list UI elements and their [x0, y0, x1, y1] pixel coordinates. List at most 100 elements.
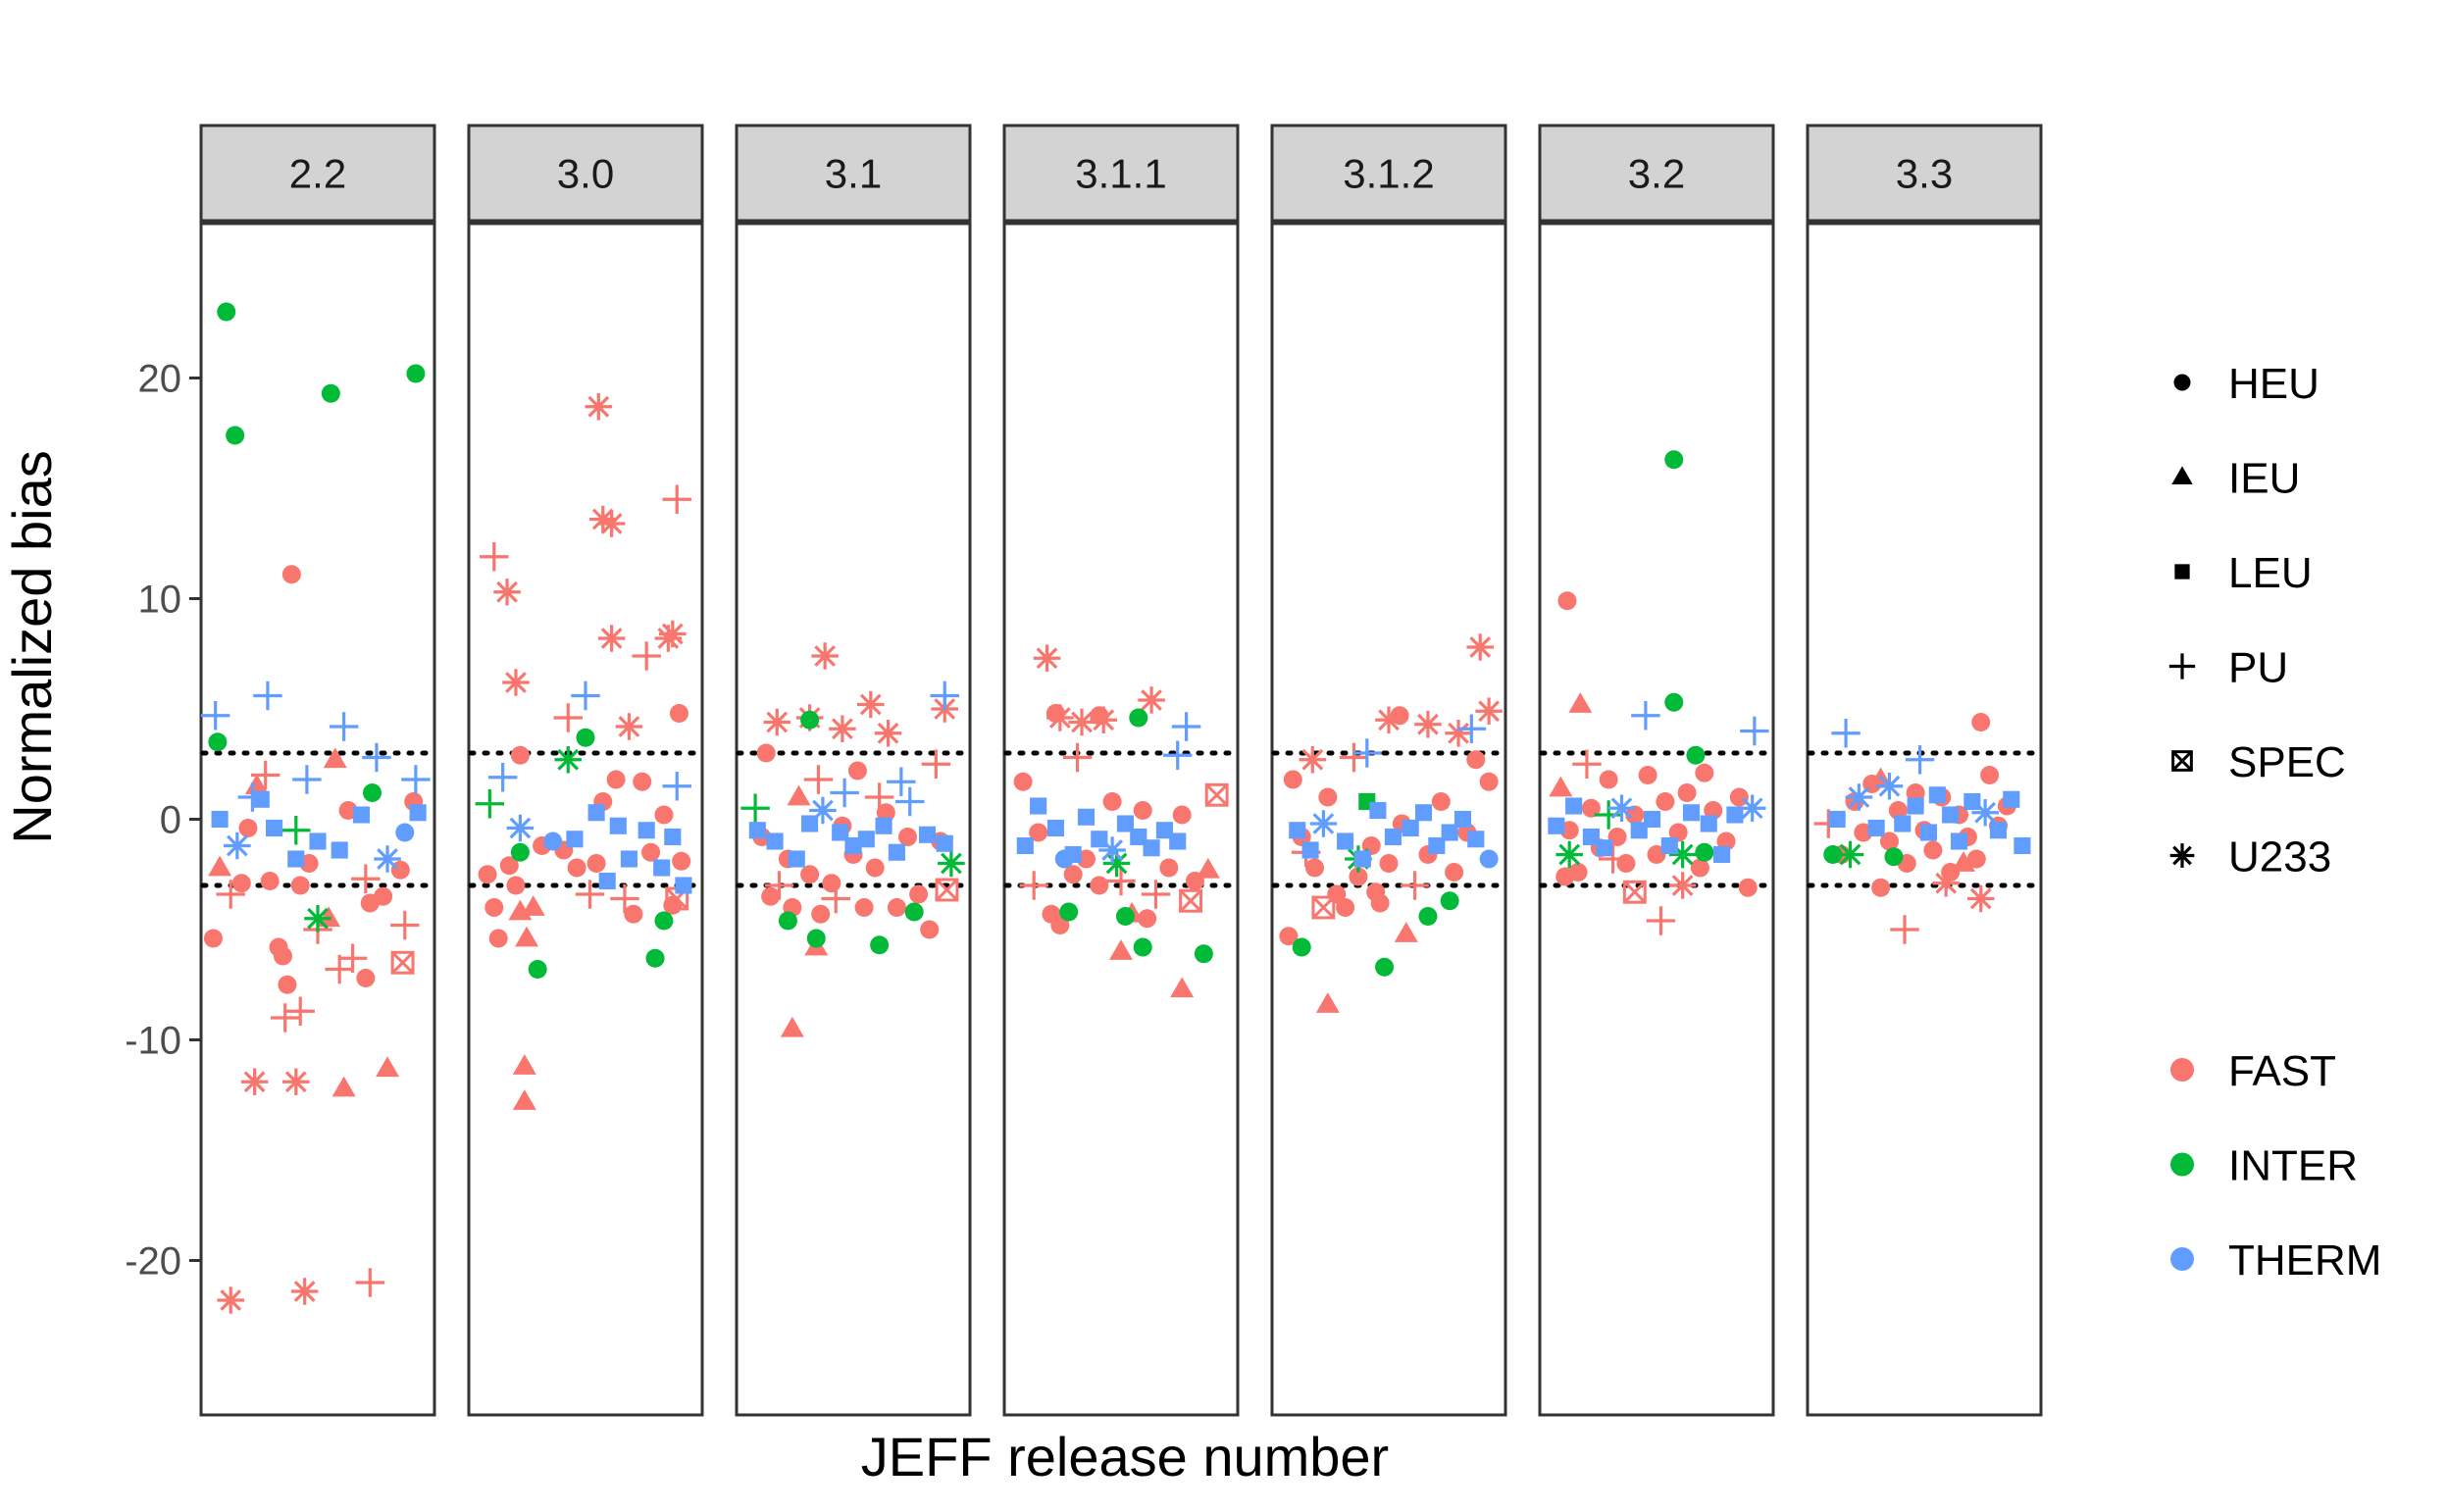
data-point — [740, 793, 770, 823]
data-point — [1141, 880, 1171, 909]
data-point — [662, 484, 691, 514]
data-point — [1907, 797, 1924, 815]
data-point — [1109, 939, 1133, 960]
data-point — [778, 911, 797, 931]
data-point — [1336, 898, 1355, 917]
data-point — [1466, 633, 1495, 661]
facet-strip — [1002, 124, 1240, 223]
data-point — [299, 854, 319, 873]
data-point — [478, 865, 497, 884]
data-point — [664, 828, 682, 846]
data-point — [528, 960, 547, 979]
data-point — [1013, 772, 1033, 791]
data-point — [1631, 701, 1660, 731]
data-point — [811, 904, 831, 924]
data-point — [857, 831, 875, 848]
data-point — [1102, 849, 1131, 878]
data-point — [606, 770, 626, 789]
data-point — [543, 832, 563, 851]
data-point — [1875, 772, 1904, 800]
data-point — [266, 819, 283, 837]
legend-item-fast: FAST — [2170, 1047, 2336, 1095]
data-point — [675, 877, 692, 894]
data-point — [1867, 819, 1885, 837]
data-point — [1879, 832, 1899, 851]
data-point — [632, 641, 661, 671]
data-point — [938, 849, 965, 878]
data-point — [1062, 742, 1093, 773]
data-point — [1138, 686, 1165, 714]
facet-strip-label: 3.3 — [1896, 151, 1953, 197]
y-axis: -20 -10 0 10 20 — [125, 358, 201, 1284]
data-point — [510, 842, 530, 862]
data-point — [1299, 745, 1327, 774]
data-point — [1349, 867, 1368, 886]
data-point — [865, 858, 885, 878]
facet-strip — [1806, 124, 2043, 223]
legend-label: INTER — [2228, 1142, 2358, 1190]
data-point — [1400, 871, 1430, 900]
legend-label: SPEC — [2228, 738, 2346, 786]
data-point — [1664, 692, 1684, 712]
data-point — [1305, 858, 1325, 878]
data-point — [887, 767, 916, 796]
data-point — [633, 772, 652, 791]
data-point — [287, 850, 305, 868]
data-point — [217, 1286, 244, 1314]
data-point — [575, 880, 605, 909]
data-point — [1594, 800, 1623, 830]
data-point — [1713, 845, 1731, 864]
data-point — [637, 822, 655, 839]
facet-strip — [735, 124, 972, 223]
data-point — [390, 910, 420, 940]
data-point — [1894, 815, 1912, 832]
data-point — [748, 822, 766, 839]
data-point — [920, 920, 940, 939]
data-point — [1292, 937, 1311, 957]
data-point — [1854, 823, 1873, 842]
data-point — [1644, 810, 1661, 829]
data-point — [1616, 854, 1636, 873]
data-point — [1030, 797, 1047, 815]
data-point — [1656, 792, 1675, 811]
data-point — [1565, 797, 1583, 815]
data-point — [231, 874, 251, 893]
data-point — [1989, 822, 2008, 839]
data-point — [484, 898, 504, 917]
data-point — [1366, 882, 1386, 902]
data-point — [253, 680, 282, 711]
data-point — [1479, 772, 1499, 791]
data-point — [1068, 708, 1096, 736]
data-point — [1888, 801, 1908, 820]
legend-item-inter: INTER — [2170, 1142, 2358, 1190]
data-point — [587, 804, 605, 822]
data-point — [1063, 865, 1083, 884]
data-point — [331, 841, 348, 859]
data-point — [250, 760, 280, 790]
data-point — [854, 898, 874, 917]
data-point — [1828, 810, 1846, 829]
legend-key-circle — [2173, 374, 2191, 391]
data-point — [1402, 819, 1419, 837]
data-point — [918, 826, 937, 843]
data-point — [1831, 719, 1861, 748]
data-point — [487, 763, 518, 792]
data-point — [1599, 770, 1618, 789]
data-point — [620, 850, 637, 868]
data-point — [806, 929, 826, 948]
data-point — [811, 642, 839, 670]
data-point — [1726, 806, 1744, 824]
data-point — [1475, 697, 1503, 726]
legend-label: IEU — [2228, 455, 2300, 503]
data-point — [1740, 716, 1769, 746]
data-point — [521, 895, 545, 916]
data-point — [1890, 915, 1919, 944]
data-point — [1204, 782, 1229, 807]
data-point — [515, 926, 539, 947]
data-point — [830, 778, 859, 808]
data-point — [844, 836, 862, 855]
data-point — [323, 747, 347, 769]
data-point — [1555, 840, 1583, 869]
data-point — [395, 823, 415, 842]
data-point — [1664, 450, 1684, 470]
